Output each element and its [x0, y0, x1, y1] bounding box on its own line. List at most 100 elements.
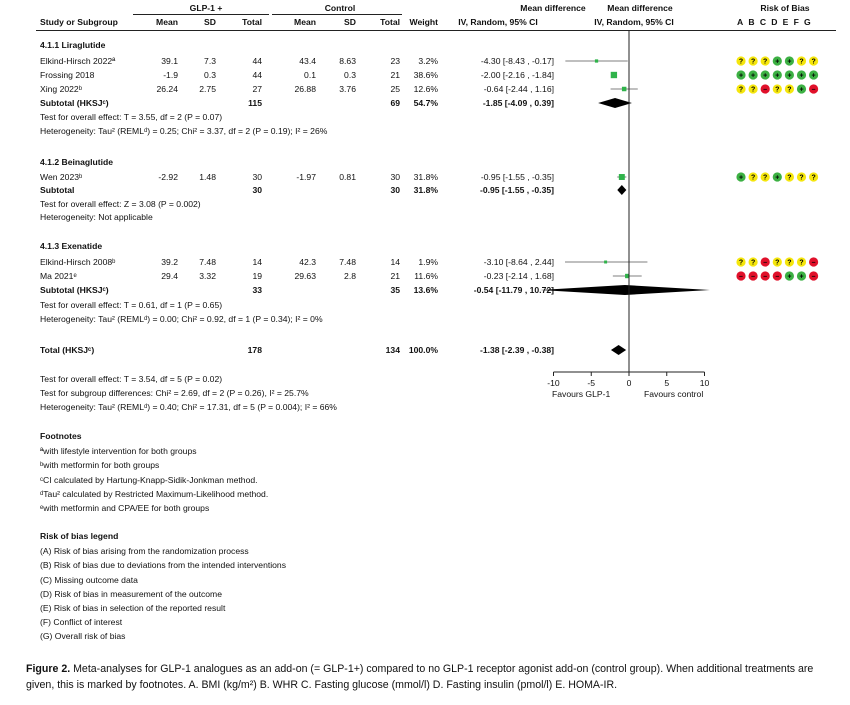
study-0-0-rob-symbol-g: ?	[811, 59, 815, 66]
study-2-0-name: Elkind-Hirsch 2008ᵇ	[40, 257, 116, 267]
study-2-1-rob-b	[748, 271, 758, 281]
study-0-2-rob-symbol-d: ?	[775, 87, 779, 94]
footnote-b: ᵇwith metformin for both groups	[40, 460, 160, 470]
study-0-1-marker	[610, 71, 618, 79]
study-2-1-sd2: 2.8	[344, 271, 356, 281]
study-0-0-rob-symbol-f: ?	[799, 59, 803, 66]
study-col-header: Study or Subgroup	[40, 17, 118, 27]
study-2-1-rob-symbol-b: –	[751, 274, 755, 281]
subtotal-0-weight: 54.7%	[413, 98, 438, 108]
group1-underline	[133, 14, 269, 15]
rob-letter-d: D	[771, 17, 783, 27]
study-2-1-rob-symbol-d: –	[775, 274, 779, 281]
caption-text: Meta-analyses for GLP-1 analogues as an …	[26, 663, 814, 691]
study-2-0-rob-symbol-f: ?	[799, 260, 803, 267]
subtotal-0-total2: 69	[390, 98, 400, 108]
study-1-0-rob-symbol-b: ?	[751, 175, 755, 182]
total-diamond	[610, 345, 627, 355]
x-tick-label-4: 10	[700, 378, 710, 388]
subgroup-1-test-1: Heterogeneity: Not applicable	[40, 212, 153, 222]
study-2-1-weight: 11.6%	[414, 271, 438, 281]
overall-test-subgroups: Test for subgroup differences: Chi² = 2.…	[40, 388, 309, 398]
forest-plot: ??? + +? ? + + + + + + +?? –?? + – +?? +????? –??? – – – – – +…	[540, 31, 819, 388]
total2-header: Total	[380, 17, 400, 27]
study-0-0-rob-g	[809, 56, 819, 66]
study-0-1-mean1: -1.9	[163, 70, 178, 80]
study-1-0-ci: -0.95 [-1.55 , -0.35]	[480, 172, 554, 182]
study-1-0-weight: 31.8%	[413, 172, 438, 182]
study-2-1-sd1: 3.32	[199, 271, 216, 281]
study-1-0-rob-b	[748, 172, 758, 182]
study-0-0-sd2: 8.63	[339, 56, 356, 66]
study-0-2-total1: 27	[252, 84, 262, 94]
subtotal-1-total1: 30	[252, 185, 262, 195]
study-2-0-mean1: 39.2	[161, 257, 178, 267]
study-0-1-rob-f	[796, 70, 807, 80]
favours-right: Favours control	[644, 389, 704, 399]
study-0-1-ci: -2.00 [-2.16 , -1.84]	[480, 70, 554, 80]
rob-legend-b: (B) Risk of bias due to deviations from …	[40, 560, 287, 570]
study-2-0-rob-symbol-a: ?	[739, 260, 743, 267]
study-1-0-rob-e	[784, 172, 795, 182]
total-ci: -1.38 [-2.39 , -0.38]	[479, 345, 554, 355]
study-2-1-rob-c	[760, 271, 770, 281]
rob-letter-g: G	[804, 17, 816, 27]
md-sub-header-plot: IV, Random, 95% CI	[594, 17, 674, 27]
study-0-2-rob-symbol-g: –	[812, 87, 816, 94]
study-2-1-ci: -0.23 [-2.14 , 1.68]	[483, 271, 554, 281]
study-2-0-rob-c	[760, 257, 770, 267]
footnote-d: ᵈTau² calculated by Restricted Maximum-L…	[40, 489, 269, 499]
overall-test-effect: Test for overall effect: T = 3.54, df = …	[40, 374, 223, 384]
rob-legend-g: (G) Overall risk of bias	[40, 631, 126, 641]
subtotal-0-diamond	[598, 98, 632, 108]
study-2-1-marker	[625, 273, 630, 279]
md-title: Mean difference	[520, 3, 586, 13]
study-2-0-rob-symbol-e: ?	[787, 260, 791, 267]
study-0-0-marker	[594, 59, 599, 63]
total-total1: 178	[247, 345, 262, 355]
study-0-2-ci: -0.64 [-2.44 , 1.16]	[483, 84, 554, 94]
subtotal-0-ci: -1.85 [-4.09 , 0.39]	[482, 98, 554, 108]
sd1-header: SD	[204, 17, 216, 27]
subtotal-2-diamond	[540, 285, 710, 295]
study-2-1-mean2: 29.63	[294, 271, 316, 281]
rob-legend-e: (E) Risk of bias in selection of the rep…	[40, 603, 226, 613]
subgroup-title-2: 4.1.3 Exenatide	[40, 241, 103, 251]
study-0-0-rob-symbol-e: +	[787, 59, 791, 66]
study-0-2-marker	[621, 86, 627, 92]
study-0-0-mean1: 39.1	[161, 56, 178, 66]
study-1-0-mean1: -2.92	[158, 172, 178, 182]
study-0-2-name: Xing 2022ᵇ	[40, 84, 82, 94]
rob-legend-c: (C) Missing outcome data	[40, 575, 138, 585]
subtotal-0-label: Subtotal (HKSJᶜ)	[40, 98, 109, 108]
study-2-0-weight: 1.9%	[418, 257, 438, 267]
study-2-1-rob-symbol-g: –	[812, 274, 816, 281]
study-0-0-rob-a	[736, 56, 746, 66]
study-1-0-total2: 30	[390, 172, 400, 182]
rob-title: Risk of Bias	[760, 3, 810, 13]
study-0-0-name: Elkind-Hirsch 2022ª	[40, 56, 116, 66]
study-0-2-rob-symbol-a: ?	[739, 87, 743, 94]
study-0-1-rob-symbol-d: +	[775, 73, 779, 80]
study-2-0-rob-d	[772, 257, 782, 267]
rob-letter-b: B	[748, 17, 760, 27]
study-0-0-sd1: 7.3	[204, 56, 216, 66]
study-0-1-mean2: 0.1	[304, 70, 316, 80]
study-0-2-rob-e	[784, 84, 795, 94]
footnote-a: ªwith lifestyle intervention for both gr…	[40, 446, 197, 456]
study-2-0-rob-b	[748, 257, 758, 267]
study-2-1-rob-e	[784, 271, 795, 281]
study-2-0-mean2: 42.3	[299, 257, 316, 267]
group2-title: Control	[324, 3, 356, 13]
study-2-0-rob-symbol-b: ?	[751, 260, 755, 267]
study-0-1-rob-symbol-e: +	[787, 73, 791, 80]
study-2-1-rob-g	[809, 271, 819, 281]
study-1-0-rob-symbol-c: ?	[763, 175, 767, 182]
study-2-0-total2: 14	[390, 257, 400, 267]
study-0-2-rob-g	[809, 84, 819, 94]
footnote-c: ᶜCI calculated by Hartung-Knapp-Sidik-Jo…	[40, 475, 258, 485]
subtotal-2-total1: 33	[252, 285, 262, 295]
mean2-header: Mean	[294, 17, 316, 27]
study-0-1-rob-symbol-f: +	[799, 73, 803, 80]
subtotal-0-total1: 115	[248, 98, 262, 108]
